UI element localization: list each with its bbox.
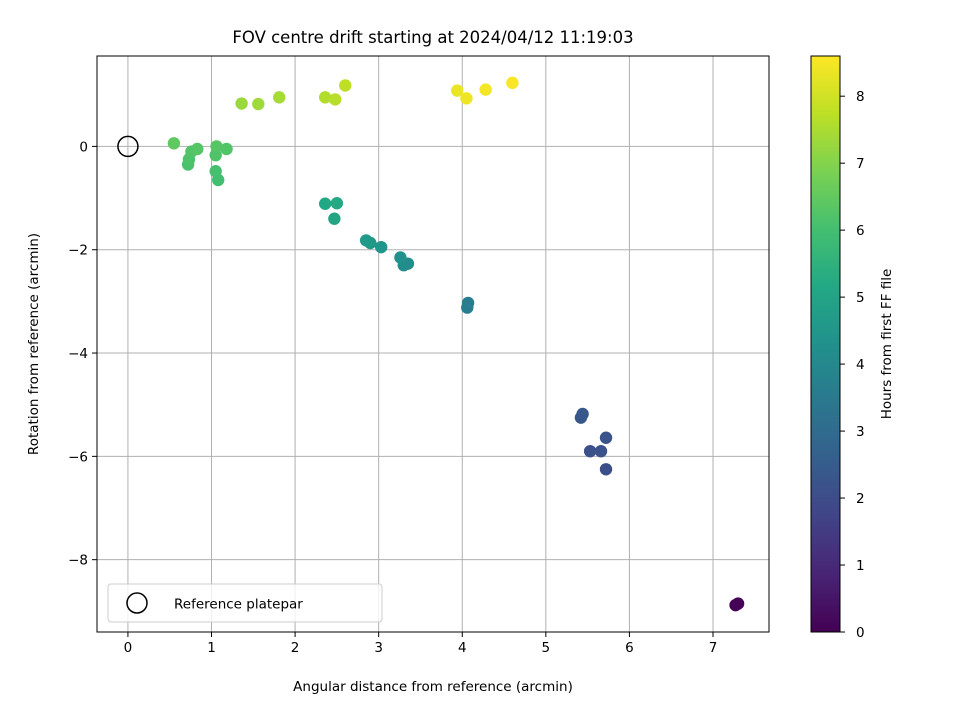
- y-tick-label: −2: [68, 243, 88, 259]
- data-point: [374, 240, 388, 254]
- y-tick-label: −4: [68, 346, 88, 362]
- colorbar-tick-label: 0: [856, 625, 865, 641]
- y-tick-label: −6: [68, 449, 88, 465]
- colorbar-tick-label: 2: [856, 491, 865, 507]
- data-point: [210, 140, 223, 153]
- colorbar-tick-label: 1: [856, 558, 865, 574]
- colorbar-tick-label: 3: [856, 424, 865, 440]
- reference-marker: [117, 135, 139, 158]
- y-tick-label: −8: [68, 553, 88, 569]
- data-point: [460, 92, 473, 105]
- data-point: [599, 463, 613, 476]
- x-tick-label: 2: [291, 640, 300, 656]
- colorbar-label: Hours from first FF file: [879, 269, 895, 420]
- data-point: [209, 165, 222, 178]
- data-point: [359, 234, 373, 247]
- chart-title: FOV centre drift starting at 2024/04/12 …: [232, 28, 633, 47]
- colorbar-tick-label: 8: [856, 89, 865, 105]
- data-point: [731, 597, 745, 610]
- legend: Reference platepar: [107, 583, 383, 623]
- y-axis-ticks: 0 −2 −4 −6 −8: [68, 139, 97, 569]
- data-point: [318, 91, 332, 104]
- x-tick-label: 1: [207, 640, 216, 656]
- x-tick-label: 6: [625, 640, 634, 656]
- data-points: [167, 76, 745, 612]
- data-point: [599, 431, 613, 444]
- data-point: [220, 142, 233, 156]
- data-point: [328, 212, 341, 225]
- data-point: [479, 83, 492, 96]
- data-point: [167, 137, 181, 150]
- data-point: [594, 444, 608, 458]
- y-axis-label: Rotation from reference (arcmin): [26, 233, 42, 455]
- data-point: [330, 197, 344, 210]
- plot-frame: [96, 55, 770, 633]
- x-tick-label: 4: [458, 640, 467, 656]
- x-tick-label: 5: [542, 640, 551, 656]
- colorbar-tick-label: 7: [856, 156, 865, 172]
- data-point: [329, 93, 342, 106]
- data-point: [191, 142, 204, 156]
- data-point: [339, 79, 352, 92]
- data-point: [252, 97, 265, 111]
- legend-label: Reference platepar: [174, 597, 303, 613]
- y-tick-label: 0: [79, 139, 88, 155]
- data-point: [583, 444, 597, 458]
- x-tick-label: 0: [124, 640, 133, 656]
- x-axis-ticks: 0 1 2 3 4 5 6 7: [124, 632, 718, 656]
- data-point: [576, 407, 589, 421]
- data-point: [506, 76, 519, 90]
- colorbar: [810, 55, 841, 633]
- reference-point-marker: [117, 135, 139, 158]
- legend-box: [107, 583, 383, 623]
- data-point: [451, 84, 464, 97]
- colorbar-tick-label: 5: [856, 290, 865, 306]
- colorbar-tick-label: 6: [856, 223, 865, 239]
- x-tick-label: 3: [374, 640, 383, 656]
- grid-lines: [97, 56, 769, 632]
- data-point: [461, 296, 475, 310]
- x-tick-label: 7: [709, 640, 718, 656]
- data-point: [235, 97, 248, 110]
- colorbar-tick-label: 4: [856, 357, 865, 373]
- x-axis-label: Angular distance from reference (arcmin): [293, 679, 573, 695]
- data-point: [318, 197, 332, 210]
- data-point: [394, 251, 407, 264]
- colorbar-ticks: 0 1 2 3 4 5 6 7 8: [840, 89, 865, 641]
- data-point: [273, 91, 286, 104]
- legend-marker-icon: [126, 592, 148, 614]
